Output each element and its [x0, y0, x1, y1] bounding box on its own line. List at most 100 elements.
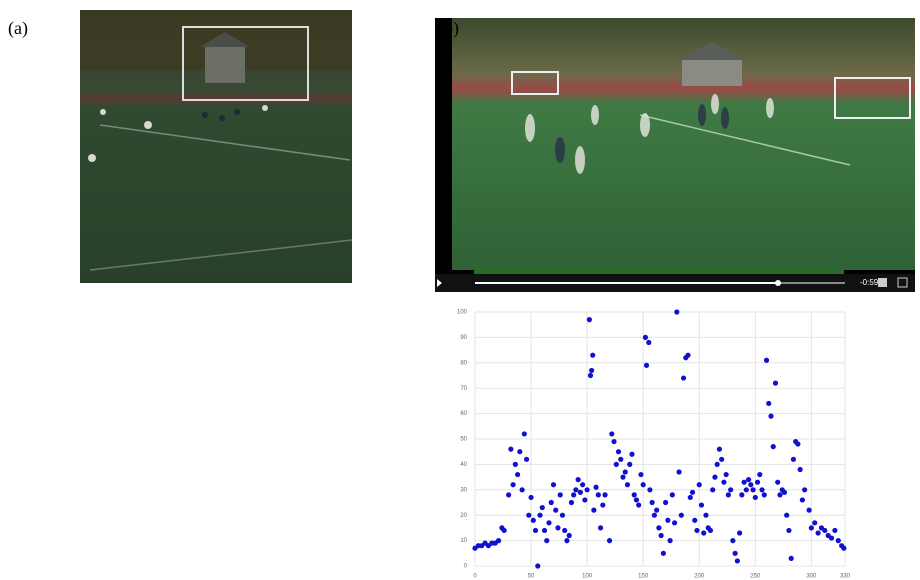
point: [832, 528, 837, 533]
point: [681, 375, 686, 380]
point: [650, 500, 655, 505]
point: [652, 513, 657, 518]
point: [676, 469, 681, 474]
point: [553, 508, 558, 513]
point: [690, 490, 695, 495]
point: [564, 538, 569, 543]
point: [739, 492, 744, 497]
point: [616, 449, 621, 454]
point: [771, 444, 776, 449]
x-tick-label: 200: [694, 574, 705, 580]
point: [625, 482, 630, 487]
point: [748, 482, 753, 487]
video-frame-b: [435, 18, 915, 292]
point: [589, 368, 594, 373]
point: [715, 462, 720, 467]
point: [526, 513, 531, 518]
point: [573, 487, 578, 492]
point: [712, 475, 717, 480]
point: [643, 335, 648, 340]
point: [558, 492, 563, 497]
point: [587, 317, 592, 322]
point: [519, 487, 524, 492]
video-frame-a: [80, 10, 352, 283]
point: [602, 492, 607, 497]
panel-label: (a): [8, 18, 28, 39]
y-tick-label: 20: [460, 513, 467, 519]
point: [733, 551, 738, 556]
point: [620, 475, 625, 480]
y-tick-label: 100: [457, 310, 468, 316]
point: [567, 533, 572, 538]
point: [777, 492, 782, 497]
point: [555, 525, 560, 530]
point: [759, 487, 764, 492]
point: [674, 309, 679, 314]
point: [515, 472, 520, 477]
point: [513, 462, 518, 467]
point: [641, 482, 646, 487]
point: [679, 513, 684, 518]
y-tick-label: 30: [460, 487, 467, 493]
point: [812, 520, 817, 525]
point: [546, 520, 551, 525]
point: [544, 538, 549, 543]
point: [717, 447, 722, 452]
point: [585, 487, 590, 492]
point: [789, 556, 794, 561]
point: [562, 528, 567, 533]
point: [782, 490, 787, 495]
point: [750, 487, 755, 492]
point: [766, 401, 771, 406]
point: [699, 502, 704, 507]
point: [784, 513, 789, 518]
point: [578, 490, 583, 495]
point: [710, 487, 715, 492]
point: [611, 439, 616, 444]
point: [593, 485, 598, 490]
point: [614, 462, 619, 467]
point: [735, 558, 740, 563]
y-tick-label: 40: [460, 462, 467, 468]
point: [726, 492, 731, 497]
point: [590, 353, 595, 358]
y-tick-label: 60: [460, 411, 467, 417]
point: [654, 508, 659, 513]
figure-canvas: (a) -0:59 (b) 01020304050607080901000501…: [0, 0, 920, 580]
point: [659, 533, 664, 538]
point: [667, 538, 672, 543]
point: [807, 508, 812, 513]
point: [744, 487, 749, 492]
point: [580, 482, 585, 487]
x-tick-label: 100: [582, 574, 593, 580]
x-tick-label: 250: [750, 574, 761, 580]
point: [528, 495, 533, 500]
x-tick-label: 330: [840, 574, 851, 580]
x-tick-label: 300: [806, 574, 817, 580]
point: [762, 492, 767, 497]
point: [582, 497, 587, 502]
point: [524, 457, 529, 462]
point: [571, 492, 576, 497]
point: [670, 492, 675, 497]
point: [815, 530, 820, 535]
point: [708, 528, 713, 533]
point: [609, 431, 614, 436]
point: [746, 477, 751, 482]
point: [549, 500, 554, 505]
point: [506, 492, 511, 497]
point: [542, 528, 547, 533]
x-tick-label: 50: [528, 574, 535, 580]
point: [688, 495, 693, 500]
point: [569, 500, 574, 505]
point: [755, 480, 760, 485]
point: [795, 441, 800, 446]
point: [535, 563, 540, 568]
point: [517, 449, 522, 454]
point: [724, 472, 729, 477]
point: [540, 505, 545, 510]
point: [773, 381, 778, 386]
y-tick-label: 10: [460, 538, 467, 544]
point: [522, 431, 527, 436]
